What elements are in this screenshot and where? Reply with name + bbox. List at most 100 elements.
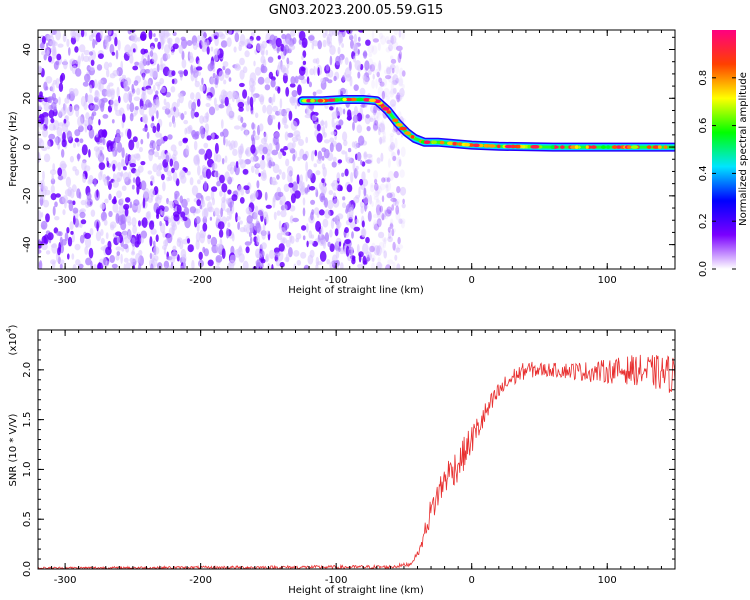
heatmap-cell xyxy=(125,197,131,203)
heatmap-cell xyxy=(79,234,85,244)
heatmap-cell xyxy=(273,211,277,221)
heatmap-cell xyxy=(367,168,371,173)
heatmap-cell xyxy=(84,165,91,172)
heatmap-cell xyxy=(361,220,365,228)
heatmap-cell xyxy=(338,33,343,39)
heatmap-cell xyxy=(80,199,87,206)
heatmap-cell xyxy=(284,256,290,263)
heatmap-cell xyxy=(341,172,345,177)
heatmap-cell xyxy=(109,73,116,79)
heatmap-cell xyxy=(372,222,378,230)
heatmap-cell xyxy=(108,210,113,218)
heatmap-cell xyxy=(379,137,383,145)
heatmap-cell xyxy=(48,55,52,63)
heatmap-cell xyxy=(57,43,64,48)
heatmap-cell xyxy=(344,227,349,234)
heatmap-cell xyxy=(77,153,80,162)
heatmap-cell xyxy=(104,198,109,204)
heatmap-cell xyxy=(385,95,391,101)
heatmap-cell xyxy=(383,237,387,245)
heatmap-cell xyxy=(115,49,119,60)
heatmap-cell xyxy=(57,167,63,177)
heatmap-cell xyxy=(227,164,233,172)
heatmap-cell xyxy=(365,114,370,119)
heatmap-cell xyxy=(331,30,339,36)
heatmap-cell xyxy=(374,186,380,197)
heatmap-cell xyxy=(215,243,222,253)
heatmap-cell xyxy=(206,95,212,101)
heatmap-cell xyxy=(375,199,382,209)
heatmap-cell xyxy=(317,40,323,50)
heatmap-cell xyxy=(152,246,160,255)
heatmap-cell xyxy=(97,53,104,59)
heatmap-cell xyxy=(113,99,119,107)
heatmap-cell xyxy=(253,190,259,199)
heatmap-cell xyxy=(210,33,215,41)
heatmap-cell xyxy=(161,210,165,216)
heatmap-cell xyxy=(59,263,63,269)
heatmap-cell xyxy=(382,238,387,249)
heatmap-cell xyxy=(210,76,216,85)
heatmap-cell xyxy=(173,214,180,222)
heatmap-cell xyxy=(256,234,260,246)
heatmap-cell xyxy=(372,73,375,80)
colorbar-tick-label: 0.6 xyxy=(698,118,709,134)
heatmap-cell xyxy=(376,261,382,269)
heatmap-cell xyxy=(288,110,293,121)
heatmap-cell xyxy=(260,258,266,264)
heatmap-cell xyxy=(362,255,367,265)
signal-hotspot xyxy=(334,98,340,102)
heatmap-cell xyxy=(253,94,256,102)
heatmap-cell xyxy=(211,132,215,140)
x-tick-label: -200 xyxy=(189,575,212,586)
heatmap-cell xyxy=(151,177,155,185)
heatmap-cell xyxy=(376,245,382,257)
heatmap-cell xyxy=(363,152,367,158)
heatmap-cell xyxy=(371,62,377,68)
heatmap-cell xyxy=(140,230,148,239)
heatmap-cell xyxy=(389,132,395,138)
signal-hotspot xyxy=(496,144,501,149)
heatmap-cell xyxy=(243,224,248,233)
heatmap-cell xyxy=(154,37,158,42)
heatmap-cell xyxy=(392,41,399,50)
heatmap-cell xyxy=(385,264,392,269)
snr-x-label: Height of straight line (km) xyxy=(288,585,424,596)
heatmap-cell xyxy=(289,30,296,37)
heatmap-cell xyxy=(213,265,221,269)
heatmap-cell xyxy=(114,36,118,47)
heatmap-cell xyxy=(90,209,96,217)
heatmap-cell xyxy=(84,246,89,255)
heatmap-cell xyxy=(260,172,267,181)
heatmap-cell xyxy=(356,124,363,134)
heatmap-cell xyxy=(62,33,67,43)
heatmap-cell xyxy=(134,169,141,177)
heatmap-cell xyxy=(167,134,173,140)
signal-hotspot xyxy=(517,144,521,149)
snr-scale-factor: (x104) xyxy=(5,324,19,355)
heatmap-cell xyxy=(376,198,380,203)
heatmap-cell xyxy=(397,244,404,250)
heatmap-cell xyxy=(121,147,125,159)
heatmap-cell xyxy=(181,254,187,263)
heatmap-cell xyxy=(378,77,383,83)
heatmap-cell xyxy=(265,230,270,235)
heatmap-cell xyxy=(231,194,238,202)
heatmap-cell xyxy=(129,201,133,209)
heatmap-cell xyxy=(293,130,301,138)
heatmap-cell xyxy=(401,203,406,209)
signal-hotspot xyxy=(457,142,463,146)
y-tick-label: -20 xyxy=(22,188,33,204)
heatmap-cell xyxy=(195,192,203,199)
heatmap-cell xyxy=(148,106,155,118)
heatmap-cell xyxy=(387,145,394,152)
heatmap-cell xyxy=(317,150,323,161)
heatmap-cell xyxy=(267,56,274,63)
heatmap-cell xyxy=(45,76,53,84)
heatmap-cell xyxy=(179,169,185,180)
heatmap-cell xyxy=(386,65,390,72)
heatmap-cell xyxy=(321,178,325,184)
heatmap-cell xyxy=(377,42,381,51)
signal-hotspot xyxy=(310,98,315,103)
signal-hotspot xyxy=(646,145,652,149)
